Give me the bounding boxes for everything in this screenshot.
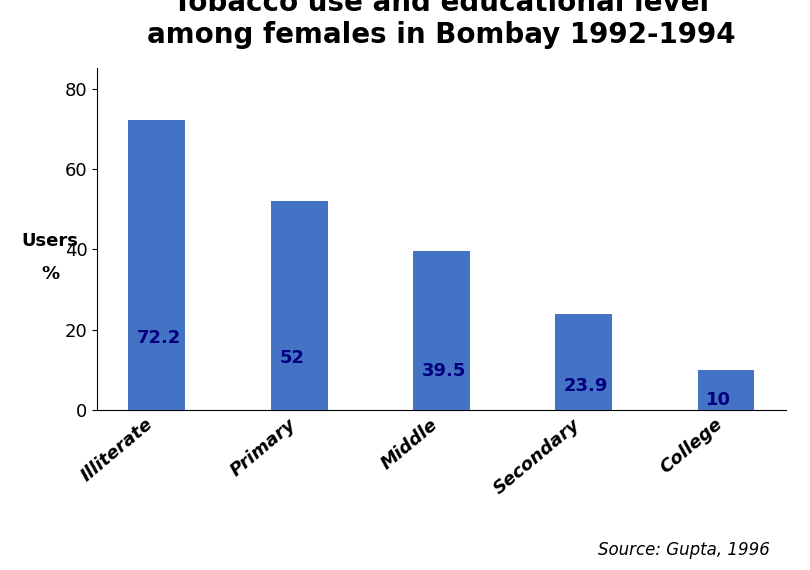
Text: 39.5: 39.5 xyxy=(421,362,466,380)
Text: Users: Users xyxy=(22,233,79,250)
Bar xyxy=(555,314,612,410)
Bar xyxy=(697,370,754,410)
Title: Tobacco use and educational level
among females in Bombay 1992-1994: Tobacco use and educational level among … xyxy=(147,0,735,50)
Text: %: % xyxy=(41,264,59,283)
Bar xyxy=(129,120,185,410)
Text: 23.9: 23.9 xyxy=(564,377,608,396)
Text: 72.2: 72.2 xyxy=(137,329,181,347)
Text: Source: Gupta, 1996: Source: Gupta, 1996 xyxy=(598,540,770,559)
Bar xyxy=(413,251,470,410)
Text: 10: 10 xyxy=(706,392,731,409)
Bar xyxy=(271,201,328,410)
Text: 52: 52 xyxy=(279,349,305,367)
